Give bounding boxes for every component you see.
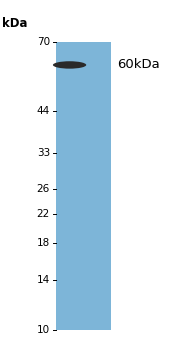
Text: 22: 22 <box>37 209 50 218</box>
Ellipse shape <box>53 61 86 69</box>
Text: 10: 10 <box>37 325 50 335</box>
Text: 70: 70 <box>37 37 50 47</box>
Text: 60kDa: 60kDa <box>118 58 160 71</box>
Text: 26: 26 <box>37 184 50 194</box>
Bar <box>56 42 111 330</box>
Text: 33: 33 <box>37 149 50 158</box>
Text: kDa: kDa <box>2 17 27 30</box>
Text: 18: 18 <box>37 238 50 248</box>
Text: 14: 14 <box>37 275 50 285</box>
Text: 44: 44 <box>37 106 50 116</box>
